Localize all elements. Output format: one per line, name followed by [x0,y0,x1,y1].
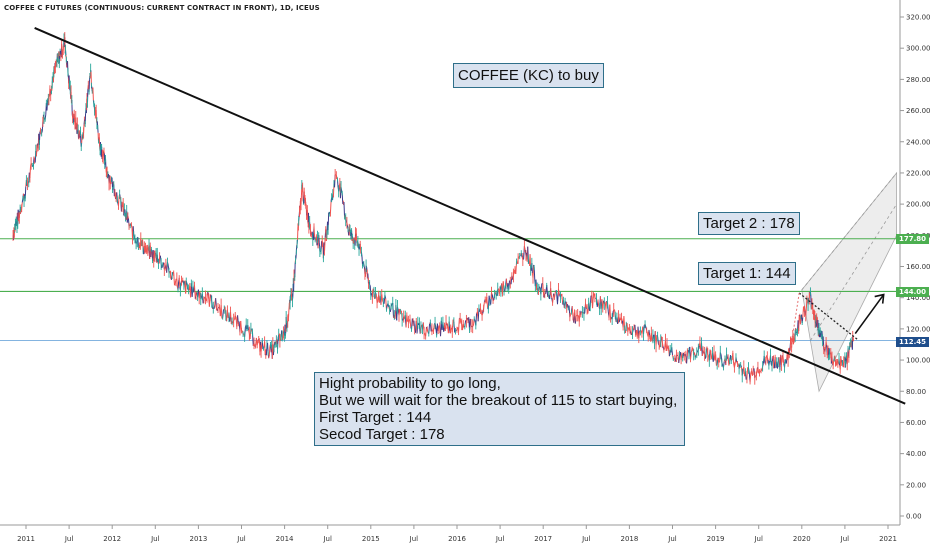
x-tick-label: 2021 [879,535,897,543]
price-series [12,31,855,385]
x-tick-label: 2012 [103,535,121,543]
x-tick-label: Jul [150,535,160,543]
x-tick-label: Jul [840,535,850,543]
price-axis[interactable]: 320.00 300.00 280.00 260.00 240.00 220.00 200.… [900,14,931,521]
note-line: But we will wait for the breakout of 115… [319,392,678,409]
price-badge-upper: 177.80 [895,234,929,244]
y-tick-label: 80.00 [906,388,926,396]
x-tick-label: Jul [322,535,332,543]
y-tick-label: 220.00 [906,169,931,177]
x-tick-label: 2018 [620,535,638,543]
target1-note[interactable]: Target 1: 144 [698,262,796,285]
title-note[interactable]: COFFEE (KC) to buy [453,63,604,88]
x-tick-label: 2016 [448,535,466,543]
y-tick-label: 140.00 [906,294,931,302]
note-line: Secod Target : 178 [319,426,445,443]
note-line: Hight probability to go long, [319,375,501,392]
chart-header-title: COFFEE C FUTURES (CONTINUOUS: CURRENT CO… [4,4,320,12]
y-tick-label: 280.00 [906,76,931,84]
y-tick-label: 20.00 [906,481,926,489]
y-tick-label: 300.00 [906,45,931,53]
arrow-head[interactable] [874,293,885,304]
note-line: First Target : 144 [319,409,432,426]
descending-trendline[interactable] [34,26,906,405]
target2-note[interactable]: Target 2 : 178 [698,212,800,235]
price-segment [343,202,346,218]
dotted-support-line[interactable] [788,292,800,361]
y-tick-label: 60.00 [906,419,926,427]
y-tick-label: 320.00 [906,14,931,22]
x-tick-label: Jul [581,535,591,543]
arrow-shaft[interactable] [854,294,885,335]
x-tick-label: 2019 [707,535,725,543]
trendline-line[interactable] [34,26,906,405]
channel-midline[interactable] [810,203,897,341]
x-tick-label: 2013 [189,535,207,543]
strategy-note[interactable]: Hight probability to go long, But we wil… [314,372,685,446]
y-tick-label: 40.00 [906,450,926,458]
x-tick-label: 2020 [793,535,811,543]
x-tick-label: 2011 [17,535,35,543]
x-tick-label: 2015 [362,535,380,543]
x-tick-label: Jul [64,535,74,543]
x-tick-label: Jul [753,535,763,543]
y-tick-label: 200.00 [906,201,931,209]
y-tick-label: 260.00 [906,107,931,115]
x-tick-label: 2014 [276,535,294,543]
projection-arrow[interactable] [788,292,885,361]
y-tick-label: 240.00 [906,138,931,146]
x-tick-label: Jul [667,535,677,543]
price-badge-current: 112.45 [895,337,929,347]
y-tick-label: 120.00 [906,325,931,333]
x-tick-label: Jul [495,535,505,543]
x-tick-label: Jul [409,535,419,543]
channel-upper-line[interactable] [801,172,897,291]
y-tick-label: 100.00 [906,357,931,365]
y-tick-label: 0.00 [906,513,922,521]
y-tick-label: 160.00 [906,263,931,271]
x-tick-label: 2017 [534,535,552,543]
horizontal-levels[interactable] [0,238,900,342]
dotted-resistance-line[interactable] [798,292,859,341]
price-badge-middle: 144.00 [895,287,929,297]
time-axis[interactable]: 2011 Jul 2012 Jul 2013 Jul 2014 Jul 2015 Jul 2016 J… [17,525,897,543]
x-tick-label: Jul [236,535,246,543]
